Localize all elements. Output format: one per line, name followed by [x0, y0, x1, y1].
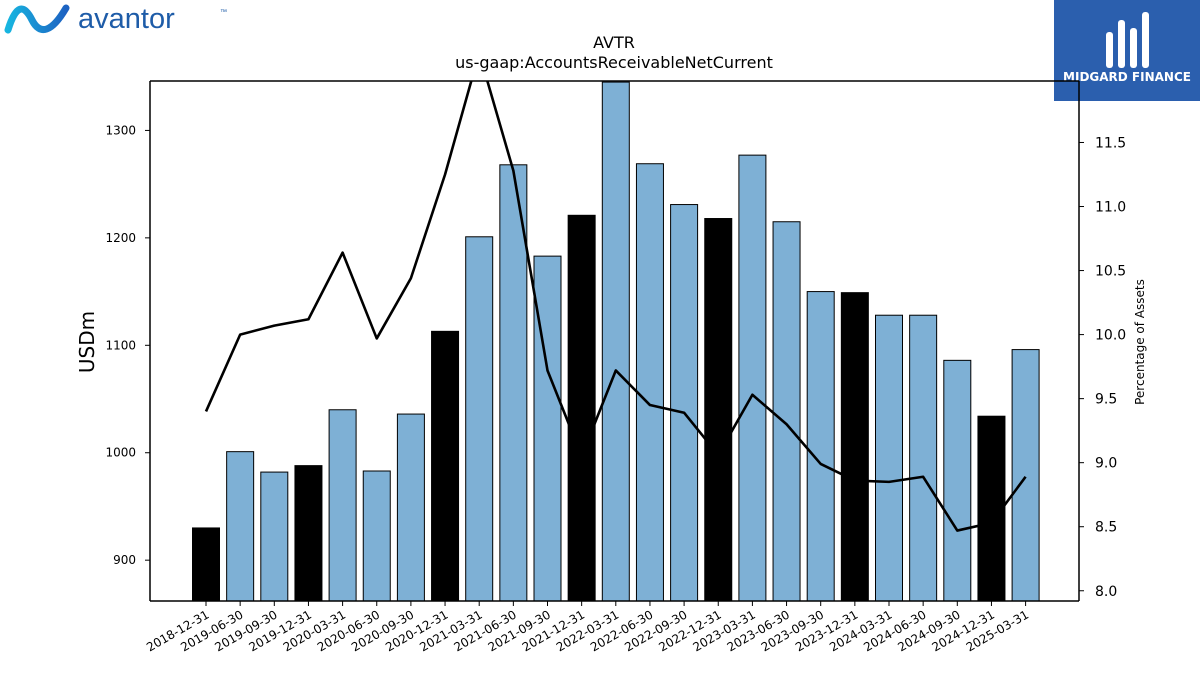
y2-tick-label: 11.5 [1095, 135, 1126, 151]
y2-tick-label: 9.5 [1095, 392, 1117, 408]
y-tick-label: 1000 [105, 446, 136, 460]
y-tick-label: 1200 [105, 231, 136, 245]
y-tick-label: 1100 [105, 338, 136, 352]
y2-tick-label: 8.5 [1095, 520, 1117, 536]
y2-axis-label: Percentage of Assets [1133, 279, 1147, 405]
y2-tick-label: 10.5 [1095, 264, 1126, 280]
midgard-m-icon [1106, 12, 1149, 68]
bar-2021-12-31 [567, 214, 596, 601]
bar-2023-06-30 [772, 221, 801, 601]
bar-2019-12-31 [294, 465, 323, 601]
y2-tick-label: 8.0 [1095, 584, 1117, 600]
y2-tick-label: 10.0 [1095, 328, 1126, 344]
y-tick-label: 900 [113, 553, 136, 567]
y-axis-label: USDm [75, 311, 99, 373]
avantor-wordmark: avantor [78, 3, 175, 35]
bar-2019-09-30 [260, 471, 289, 601]
bar-2020-03-31 [328, 409, 357, 601]
percentage-line [204, 81, 1027, 532]
bar-2021-06-30 [499, 164, 528, 601]
bar-2023-03-31 [738, 154, 767, 601]
y-tick-label: 1300 [105, 123, 136, 137]
bar-2022-09-30 [670, 204, 699, 601]
bar-2020-06-30 [362, 470, 391, 601]
bar-2019-06-30 [226, 451, 255, 601]
bar-2022-03-31 [601, 81, 630, 601]
bar-2024-03-31 [875, 314, 903, 601]
y2-tick-label: 9.0 [1095, 456, 1117, 472]
bar-2024-09-30 [943, 359, 972, 601]
chart-title: AVTR [593, 33, 635, 52]
avantor-symbol-icon [4, 4, 70, 34]
bar-2023-12-31 [840, 292, 869, 601]
y2-tick-label: 11.0 [1095, 200, 1126, 216]
bar-2021-03-31 [465, 236, 494, 601]
bar-2022-12-31 [704, 218, 733, 601]
bar-2024-06-30 [909, 314, 938, 601]
avantor-logo: avantor ™ [4, 2, 244, 36]
bar-2022-06-30 [635, 163, 664, 601]
bar-2023-09-30 [806, 291, 835, 601]
avantor-trademark: ™ [220, 9, 227, 16]
bar-2020-09-30 [396, 413, 425, 601]
bar-2018-12-31 [192, 527, 220, 601]
bar-2025-03-31 [1011, 349, 1040, 601]
chart-subtitle: us-gaap:AccountsReceivableNetCurrent [455, 53, 773, 72]
bar-2020-12-31 [431, 330, 460, 601]
midgard-wordmark: MIDGARD FINANCE [1063, 70, 1191, 84]
